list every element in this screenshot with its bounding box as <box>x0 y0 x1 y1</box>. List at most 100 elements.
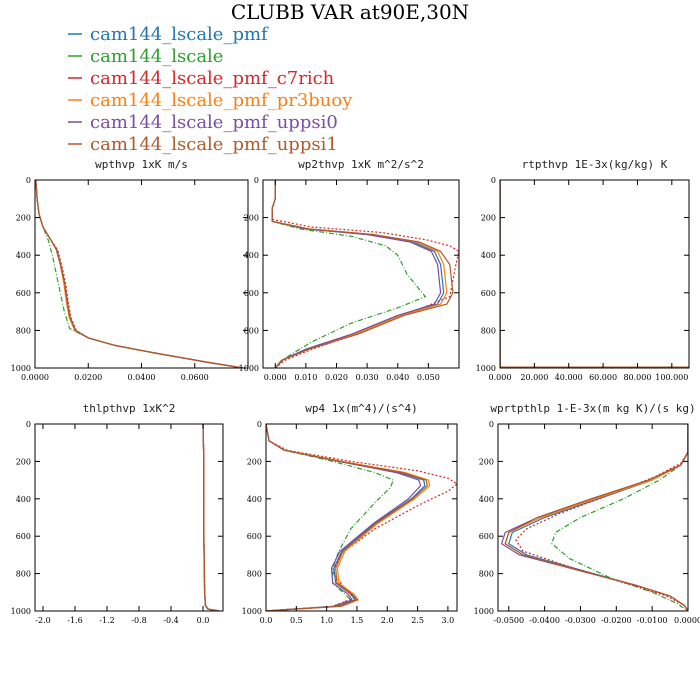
ytick-label-5-3: 600 <box>479 532 494 541</box>
ytick-label-5-0: 0 <box>489 420 494 429</box>
series-line-1-2 <box>271 180 459 368</box>
panel-4: wp4 1x(m^4)/(s^4) 0.0 0.5 1.0 1.5 2.0 2.5 3.0 0 2… <box>242 402 458 625</box>
panel-title-0: wpthvp 1xK m/s <box>95 158 188 171</box>
series-line-2-3 <box>500 180 689 368</box>
figure-title: CLUBB VAR at90E,30N <box>231 0 469 24</box>
ytick-label-0-5: 1000 <box>11 364 31 373</box>
panels: wpthvp 1xK m/s0.0000 0.0200 0.0400 0.060002… <box>11 158 700 625</box>
xtick-label-1-1: 0.010 <box>294 373 317 382</box>
series-line-5-3 <box>504 424 688 611</box>
xtick-label-5-5: 0.0000 <box>674 616 700 625</box>
panel-frame-4 <box>265 423 458 612</box>
ytick-label-2-4: 800 <box>481 326 496 335</box>
series-line-0-5 <box>35 180 243 368</box>
xtick-label-0-1: 0.0200 <box>74 373 102 382</box>
legend-label-3: cam144_lscale_pmf_pr3buoy <box>90 90 353 111</box>
xtick-label-2-2: 40.000 <box>555 373 583 382</box>
xtick-label-2-0: 0.000 <box>489 373 512 382</box>
ytick-label-0-3: 600 <box>16 289 31 298</box>
series-line-4-2 <box>266 424 457 611</box>
ytick-label-4-2: 400 <box>247 495 262 504</box>
xtick-label-2-1: 20.000 <box>520 373 548 382</box>
legend-label-5: cam144_lscale_pmf_uppsi1 <box>90 134 338 155</box>
series-line-2-2 <box>500 180 689 368</box>
ytick-label-4-3: 600 <box>247 532 262 541</box>
xtick-label-4-0: 0.0 <box>260 616 273 625</box>
ytick-label-1-1: 200 <box>244 214 259 223</box>
legend-label-0: cam144_lscale_pmf <box>90 24 269 45</box>
panel-series-1 <box>271 180 459 368</box>
series-line-0-4 <box>35 180 243 368</box>
series-line-5-4 <box>500 424 688 611</box>
panel-title-3: thlpthvp 1xK^2 <box>83 402 176 415</box>
ytick-label-2-5: 1000 <box>476 364 496 373</box>
ytick-label-5-1: 200 <box>479 457 494 466</box>
panel-2: rtpthvp 1E-3x(kg/kg) K 0.000 20.000 40.000 6… <box>476 158 690 382</box>
xtick-label-3-1: -1.6 <box>67 616 82 625</box>
series-line-1-5 <box>271 180 454 368</box>
ytick-label-4-0: 0 <box>257 420 262 429</box>
ytick-label-4-4: 800 <box>247 570 262 579</box>
xtick-label-1-4: 0.040 <box>386 373 409 382</box>
xtick-label-3-5: 0.0 <box>197 616 210 625</box>
series-line-2-4 <box>500 180 689 368</box>
ytick-label-0-0: 0 <box>26 176 31 185</box>
ytick-label-2-2: 400 <box>481 251 496 260</box>
series-line-0-2 <box>35 180 243 368</box>
series-line-2-0 <box>500 180 689 368</box>
xtick-label-5-2: -0.0300 <box>565 616 596 625</box>
xtick-label-1-3: 0.030 <box>356 373 379 382</box>
series-line-3-0 <box>202 424 220 611</box>
xtick-label-5-3: -0.0200 <box>601 616 632 625</box>
panel-title-5: wprtpthlp 1-E-3x(m kg K)/(s kg) <box>490 402 695 415</box>
panel-frame-0 <box>34 179 249 369</box>
panel-frame-3 <box>34 423 224 612</box>
series-line-1-3 <box>271 180 448 368</box>
ytick-label-1-2: 400 <box>244 251 259 260</box>
panel-series-0 <box>35 180 243 368</box>
ytick-label-0-2: 400 <box>16 251 31 260</box>
series-line-3-3 <box>202 424 220 611</box>
panel-frame-5 <box>497 423 689 612</box>
ytick-label-0-1: 200 <box>16 214 31 223</box>
ytick-label-5-2: 400 <box>479 495 494 504</box>
xtick-label-3-4: -0.4 <box>163 616 178 625</box>
panel-title-2: rtpthvp 1E-3x(kg/kg) K <box>522 158 668 171</box>
series-line-5-2 <box>515 424 688 611</box>
panel-title-1: wp2thvp 1xK m^2/s^2 <box>298 158 424 171</box>
panel-series-5 <box>500 424 688 611</box>
xtick-label-4-2: 1.0 <box>320 616 333 625</box>
legend-label-1: cam144_lscale <box>90 46 223 67</box>
series-line-2-5 <box>500 180 689 368</box>
legend-label-2: cam144_lscale_pmf_c7rich <box>90 68 335 89</box>
panel-0: wpthvp 1xK m/s 0.0000 0.0200 0.0400 0.0600 0 2… <box>11 158 249 382</box>
xtick-label-2-4: 80.000 <box>623 373 651 382</box>
xtick-label-2-5: 100.000 <box>655 373 688 382</box>
xtick-label-4-5: 2.5 <box>411 616 424 625</box>
panel-3: thlpthvp 1xK^2 -2.0 -1.6 -1.2 -0.8 -0.4 0.0 0 20… <box>11 402 224 625</box>
panel-series-3 <box>202 424 220 611</box>
series-line-3-2 <box>202 424 220 611</box>
xtick-label-1-5: 0.050 <box>417 373 440 382</box>
series-line-3-1 <box>202 424 220 611</box>
ytick-label-1-0: 0 <box>254 176 259 185</box>
ytick-label-3-3: 600 <box>16 532 31 541</box>
panel-series-2 <box>500 180 689 368</box>
series-line-4-5 <box>266 424 428 611</box>
panel-series-4 <box>266 424 457 611</box>
ytick-label-3-5: 1000 <box>11 607 31 616</box>
series-line-1-4 <box>271 180 442 368</box>
xtick-label-1-2: 0.020 <box>325 373 348 382</box>
series-line-5-0 <box>508 424 688 611</box>
ytick-label-1-4: 800 <box>244 326 259 335</box>
xtick-label-1-0: 0.000 <box>264 373 287 382</box>
panel-frame-1 <box>262 179 460 369</box>
ytick-label-1-3: 600 <box>244 289 259 298</box>
xtick-label-4-3: 1.5 <box>351 616 364 625</box>
xtick-label-0-2: 0.0400 <box>128 373 156 382</box>
series-line-1-0 <box>271 180 445 368</box>
xtick-label-4-6: 3.0 <box>442 616 455 625</box>
xtick-label-4-1: 0.5 <box>290 616 303 625</box>
xtick-label-5-0: -0.0500 <box>493 616 524 625</box>
